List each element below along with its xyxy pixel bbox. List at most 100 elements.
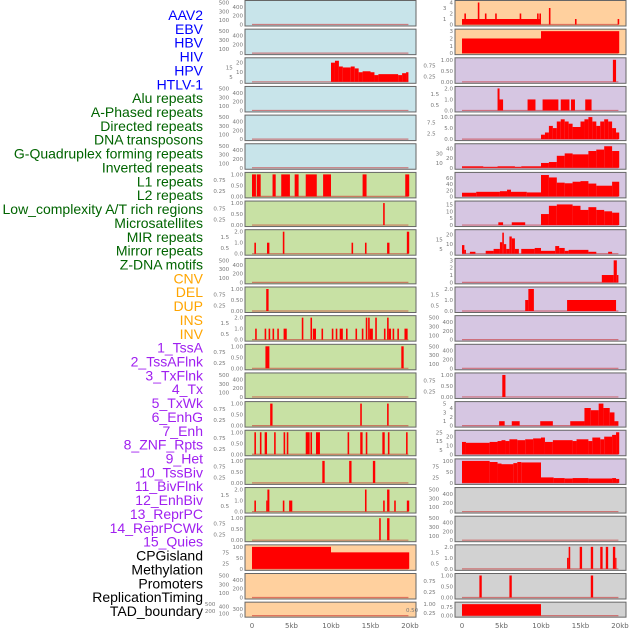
y-tick-label: 1.00 [231, 430, 244, 436]
y-tick-label: 0.25 [213, 361, 226, 367]
bar [499, 191, 508, 197]
y-tick-label: 2.0 [444, 545, 453, 551]
track-label: 13_ReprPC [130, 506, 203, 522]
y-tick-label: 0.75 [213, 464, 226, 470]
y-tick-label: 0.5 [430, 561, 439, 567]
bar [608, 251, 613, 254]
track-label: 12_EnhBiv [135, 492, 203, 508]
bar [553, 478, 565, 483]
y-tick-label: 3 [443, 410, 447, 416]
y-tick-label: 200 [233, 128, 244, 134]
bar [254, 242, 256, 254]
bar [282, 500, 285, 512]
y-tick-label: 0 [450, 481, 454, 487]
y-tick-label: 2.5 [427, 132, 436, 138]
bar [405, 174, 410, 197]
y-tick-label: 0.00 [441, 614, 454, 620]
y-tick-label: 4 [450, 1, 454, 7]
y-tick-label: 30 [436, 151, 443, 157]
bar [499, 421, 505, 426]
y-tick-label: 500 [429, 344, 440, 350]
bar [312, 328, 316, 340]
x-tick-label: 0 [250, 622, 254, 630]
bar [541, 477, 554, 483]
y-tick-label: 500 [205, 602, 216, 608]
panel-background [244, 573, 417, 600]
y-tick-label: 0.75 [423, 579, 436, 585]
track-label: HTLV-1 [157, 76, 204, 92]
y-tick-label: 100 [429, 362, 440, 368]
bar [502, 374, 506, 397]
track-panel: 0.00 0.25 0.50 0.75 1.00 [423, 573, 627, 602]
bar [254, 500, 256, 512]
y-tick-label: 0.00 [231, 452, 244, 458]
y-tick-label: 100 [429, 534, 440, 540]
y-tick-label: 500 [219, 1, 230, 7]
bar [572, 154, 589, 168]
y-tick-label: 0 [240, 395, 244, 401]
bar [574, 19, 577, 25]
bar [588, 478, 613, 483]
y-tick-label: 1.00 [231, 516, 244, 522]
y-tick-label: 1.00 [231, 172, 244, 178]
bar [387, 242, 390, 254]
bar [462, 441, 466, 455]
x-tick-label: 15kb [572, 622, 590, 630]
y-tick-label: 0.00 [441, 395, 454, 401]
bar [592, 121, 597, 140]
y-tick-label: 5 [450, 216, 454, 222]
y-tick-label: 1.00 [231, 287, 244, 293]
y-tick-label: 1.0 [444, 556, 453, 562]
y-tick-label: 500 [429, 316, 440, 322]
y-tick-label: 300 [233, 607, 244, 613]
y-tick-label: 0 [240, 23, 244, 29]
y-tick-label: 2 [450, 36, 454, 42]
y-tick-label: 1.0 [444, 298, 453, 304]
y-tick-label: 0.25 [423, 74, 436, 80]
y-tick-label: 400 [443, 320, 454, 326]
y-tick-label: 2.0 [234, 230, 243, 236]
bar [604, 211, 613, 226]
bar [499, 242, 503, 254]
bar [584, 408, 591, 426]
y-tick-label: 100 [429, 333, 440, 339]
track-panel: 0.00 0.25 0.50 0.75 1.00 [213, 401, 417, 430]
y-tick-label: 300 [219, 582, 230, 588]
y-tick-label: 0.5 [220, 246, 229, 252]
y-tick-label: 1.5 [220, 321, 229, 327]
y-tick-label: 2.0 [444, 86, 453, 92]
y-tick-label: 10 [236, 70, 243, 76]
bar [368, 317, 370, 340]
track-label: Mirror repeats [116, 243, 203, 259]
bar [364, 242, 367, 254]
y-tick-label: 100 [219, 133, 230, 139]
track-label: Methylation [131, 561, 203, 577]
bar [534, 247, 541, 254]
y-tick-label: 0 [450, 51, 454, 57]
y-tick-label: 300 [219, 153, 230, 159]
y-tick-label: 200 [443, 529, 454, 535]
y-tick-label: 20 [236, 61, 243, 67]
bar [511, 238, 515, 254]
track-label: 6_EnhG [152, 409, 203, 425]
bar [347, 432, 350, 455]
y-tick-label: 0 [450, 223, 454, 229]
bar [462, 166, 484, 168]
panel-background [454, 372, 627, 399]
y-tick-label: 0.50 [406, 608, 419, 614]
track-label: ReplicationTiming [92, 589, 203, 605]
bar [465, 442, 490, 455]
panel-background [454, 57, 627, 84]
track-panel: 0.00 0.25 0.50 0.75 1.00 [213, 200, 417, 229]
bar [613, 260, 617, 283]
y-tick-label: 0 [450, 280, 454, 286]
bar [541, 437, 545, 455]
y-tick-label: 3 [450, 258, 454, 264]
bar [256, 174, 261, 197]
y-tick-label: 500 [219, 86, 230, 92]
